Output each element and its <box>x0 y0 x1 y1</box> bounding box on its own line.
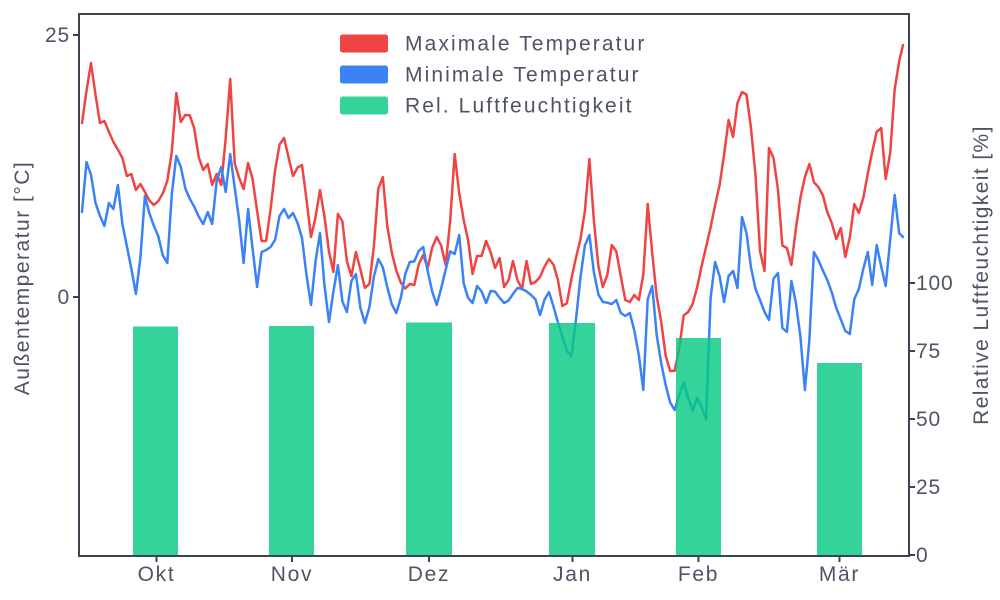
svg-text:Relative Luftfeuchtigkeit [%]: Relative Luftfeuchtigkeit [%] <box>970 125 993 425</box>
svg-text:Minimale Temperatur: Minimale Temperatur <box>405 64 641 87</box>
svg-text:0: 0 <box>916 544 928 567</box>
svg-text:Außentemperatur [°C]: Außentemperatur [°C] <box>11 161 34 395</box>
svg-text:25: 25 <box>45 24 70 47</box>
svg-text:Jan: Jan <box>553 563 592 586</box>
svg-text:Mär: Mär <box>819 563 860 586</box>
svg-text:Rel. Luftfeuchtigkeit: Rel. Luftfeuchtigkeit <box>405 95 634 118</box>
svg-text:Feb: Feb <box>678 563 719 586</box>
svg-text:Nov: Nov <box>271 563 313 586</box>
svg-text:25: 25 <box>916 476 941 499</box>
svg-text:Dez: Dez <box>408 563 450 586</box>
svg-text:75: 75 <box>916 340 941 363</box>
svg-text:100: 100 <box>916 272 953 295</box>
svg-text:50: 50 <box>916 408 941 431</box>
svg-text:0: 0 <box>58 286 70 309</box>
svg-text:Okt: Okt <box>138 563 176 586</box>
svg-text:Maximale Temperatur: Maximale Temperatur <box>405 33 646 56</box>
